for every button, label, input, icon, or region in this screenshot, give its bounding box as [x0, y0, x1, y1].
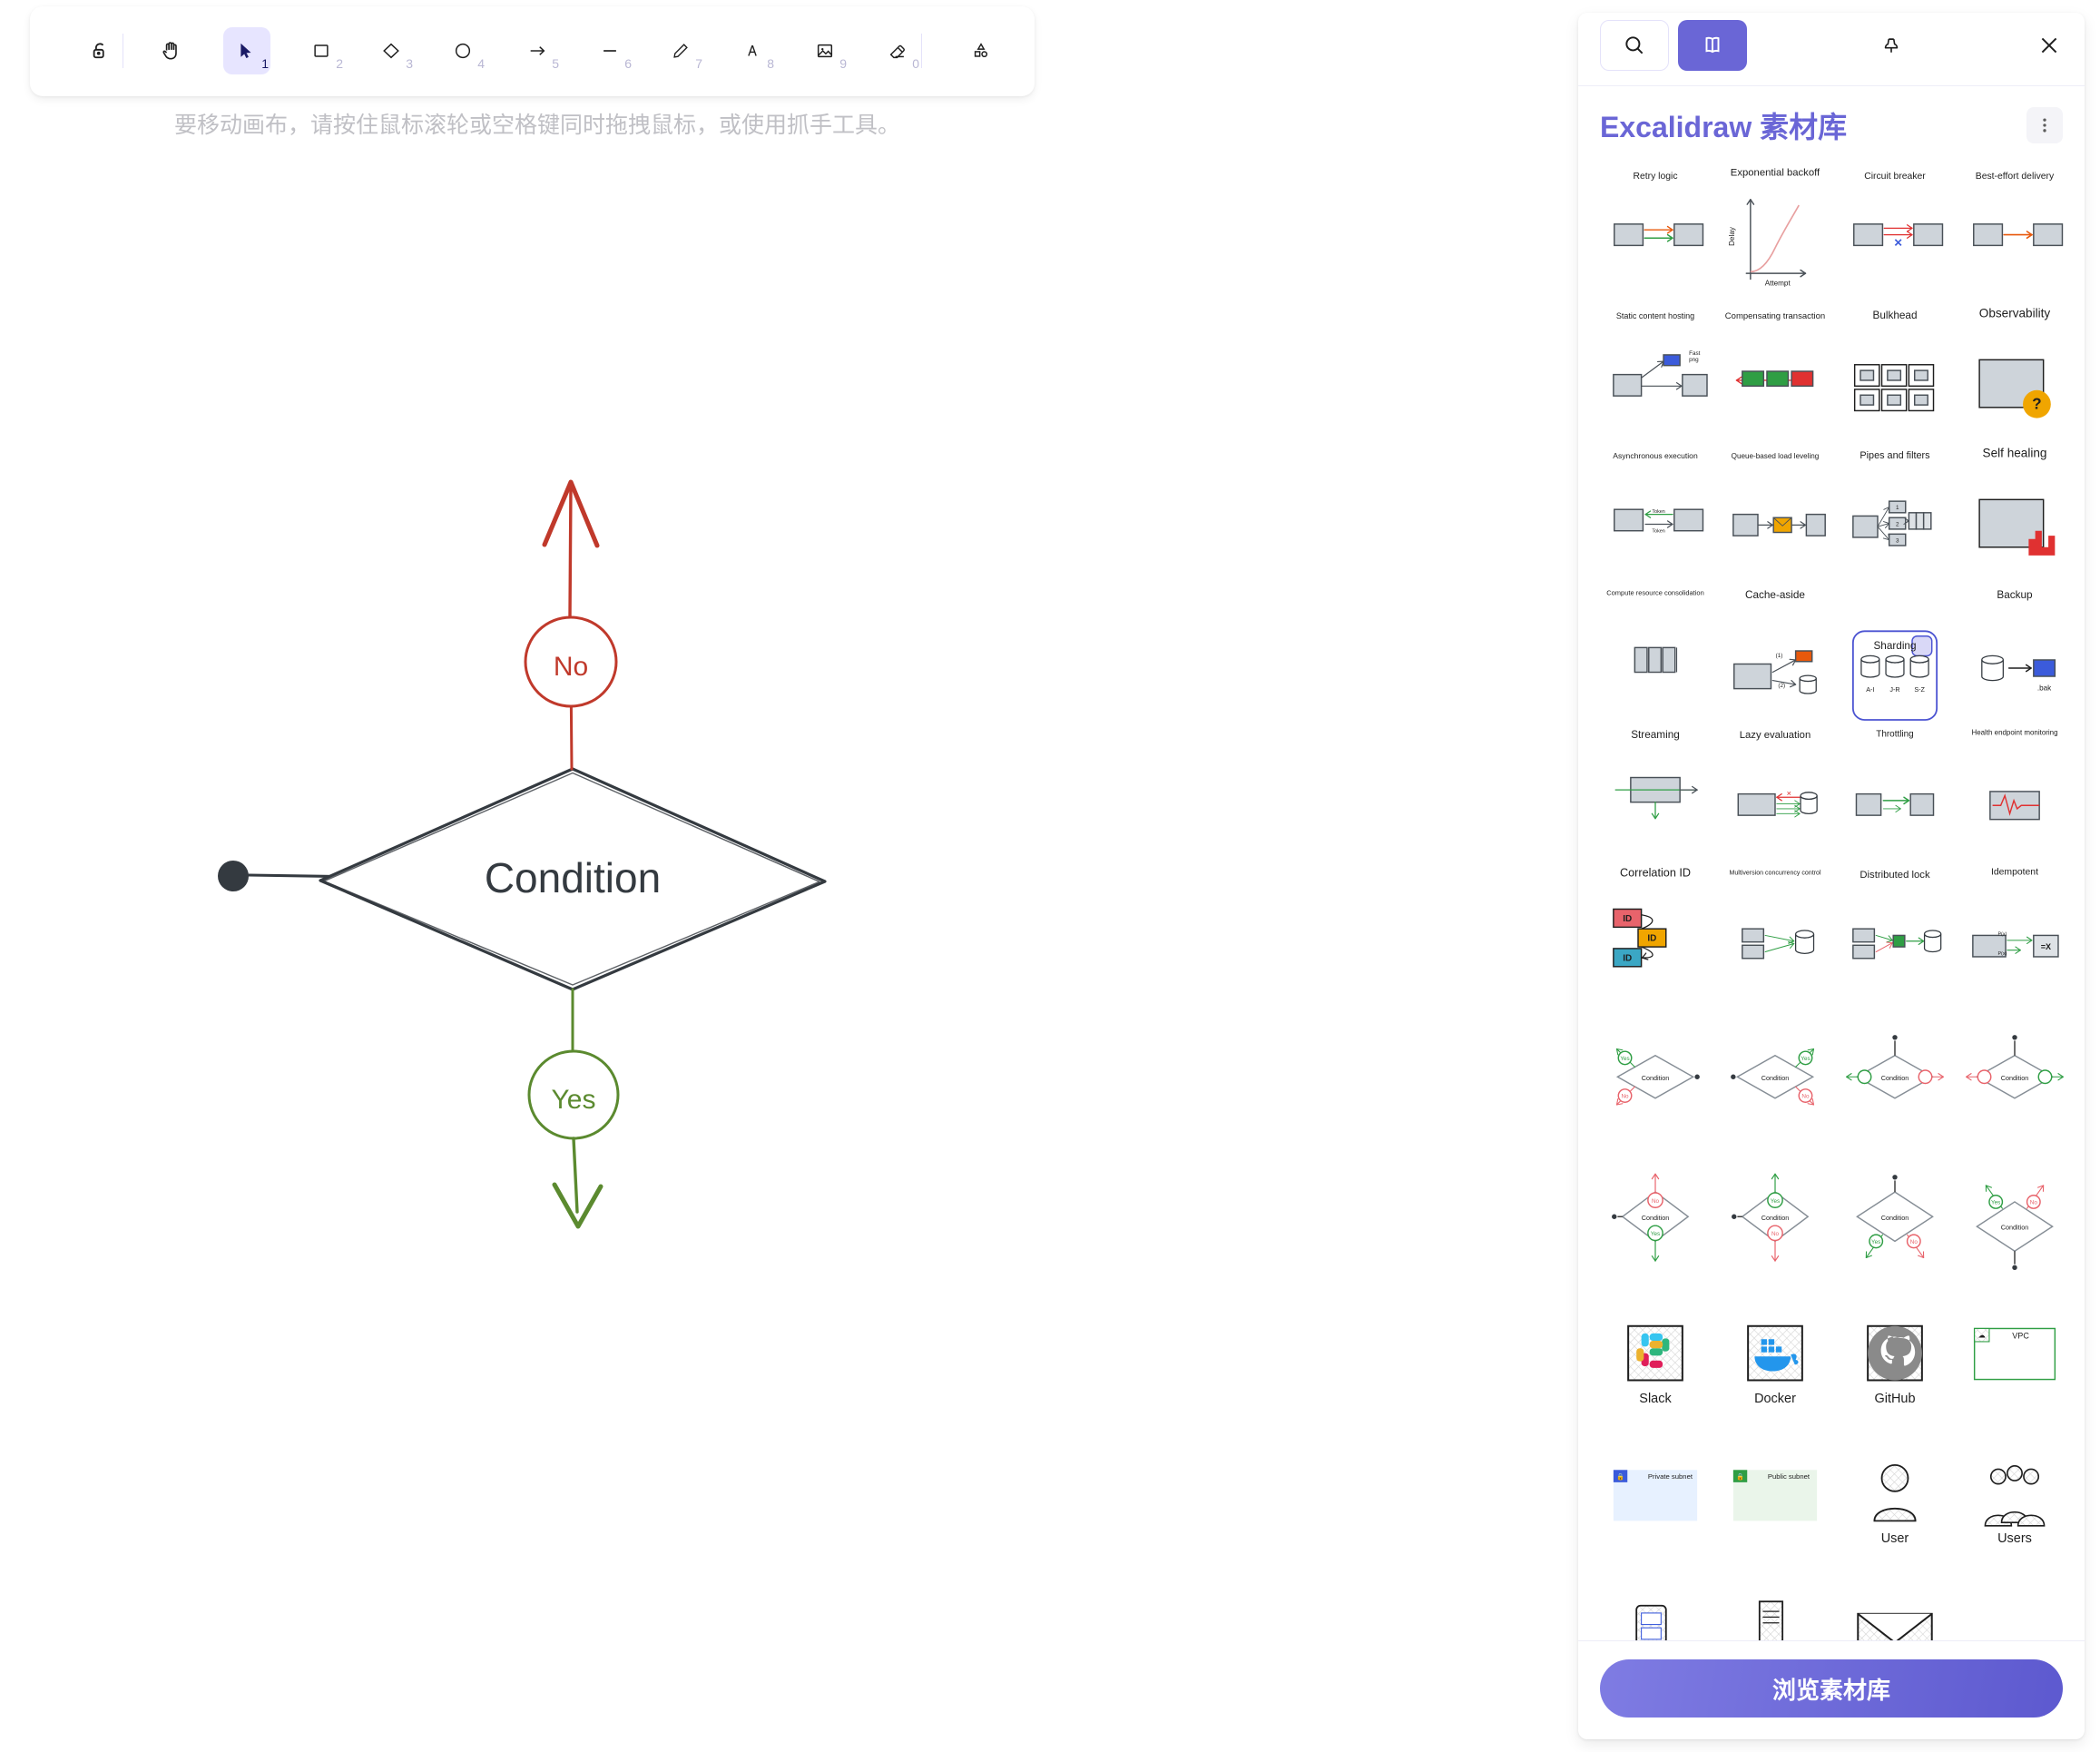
svg-text:Token: Token	[1652, 509, 1664, 515]
svg-text:Docker: Docker	[1754, 1392, 1796, 1406]
svg-text:☁: ☁	[1978, 1331, 1986, 1339]
svg-text:ID: ID	[1623, 953, 1632, 963]
svg-text:🔒: 🔒	[1736, 1472, 1744, 1481]
svg-text:Yes: Yes	[1991, 1200, 2000, 1206]
svg-text:Delay: Delay	[1728, 226, 1736, 246]
svg-text:Queue-based load leveling: Queue-based load leveling	[1732, 452, 1820, 460]
svg-text:Yes: Yes	[1801, 1056, 1810, 1062]
svg-text:Yes: Yes	[1651, 1231, 1660, 1237]
svg-text:=X: =X	[2041, 942, 2051, 951]
svg-text:Self healing: Self healing	[1983, 446, 2047, 459]
svg-text:Bulkhead: Bulkhead	[1873, 310, 1918, 321]
svg-text:No: No	[2030, 1200, 2038, 1206]
svg-text:✕: ✕	[1786, 789, 1791, 797]
svg-text:Fast: Fast	[1689, 350, 1701, 357]
svg-text:Condition: Condition	[1642, 1214, 1670, 1222]
svg-text:Lazy evaluation: Lazy evaluation	[1740, 730, 1811, 741]
svg-text:Compute resource consolidation: Compute resource consolidation	[1606, 588, 1704, 596]
svg-text:S-Z: S-Z	[1914, 685, 1925, 694]
svg-text:Condition: Condition	[1761, 1074, 1790, 1082]
svg-text:Observability: Observability	[1979, 306, 2051, 320]
svg-text:VPC: VPC	[2012, 1331, 2029, 1340]
svg-text:?: ?	[2032, 395, 2042, 413]
svg-text:Condition: Condition	[1761, 1214, 1790, 1222]
svg-text:Cache-aside: Cache-aside	[1745, 589, 1805, 601]
svg-text:Condition: Condition	[1881, 1214, 1909, 1222]
svg-text:No: No	[1621, 1094, 1629, 1100]
svg-text:No: No	[1652, 1198, 1660, 1205]
svg-text:Distributed lock: Distributed lock	[1860, 870, 1930, 881]
svg-text:🔒: 🔒	[1616, 1472, 1624, 1481]
svg-text:Yes: Yes	[552, 1085, 596, 1115]
svg-text:Condition: Condition	[1881, 1074, 1909, 1082]
svg-text:User: User	[1881, 1531, 1909, 1546]
svg-text:Streaming: Streaming	[1631, 729, 1680, 741]
svg-text:Condition: Condition	[2001, 1224, 2029, 1232]
svg-text:No: No	[1801, 1094, 1810, 1100]
svg-text:Slack: Slack	[1639, 1392, 1672, 1406]
svg-text:Exponential backoff: Exponential backoff	[1731, 167, 1820, 178]
svg-text:Condition: Condition	[485, 854, 661, 901]
svg-text:ID: ID	[1623, 914, 1632, 924]
svg-text:Condition: Condition	[2001, 1074, 2029, 1082]
svg-text:2: 2	[1896, 521, 1899, 527]
svg-text:Pipes and filters: Pipes and filters	[1860, 450, 1930, 461]
svg-text:A-I: A-I	[1866, 685, 1874, 694]
svg-text:No: No	[1910, 1239, 1918, 1245]
svg-text:GitHub: GitHub	[1874, 1392, 1915, 1406]
svg-text:Multiversion concurrency contr: Multiversion concurrency control	[1729, 870, 1820, 876]
svg-text:3: 3	[1896, 537, 1899, 544]
svg-text:Best-effort delivery: Best-effort delivery	[1976, 172, 2055, 182]
svg-text:Attempt: Attempt	[1765, 280, 1791, 288]
svg-text:png: png	[1689, 357, 1699, 363]
svg-text:Compensating transaction: Compensating transaction	[1725, 311, 1825, 321]
svg-text:P(x): P(x)	[1997, 931, 2007, 937]
svg-text:✕: ✕	[1894, 237, 1903, 249]
svg-text:Token: Token	[1652, 529, 1664, 535]
svg-text:Backup: Backup	[1997, 589, 2033, 601]
svg-text:ID: ID	[1647, 934, 1656, 944]
svg-text:Correlation ID: Correlation ID	[1620, 866, 1691, 879]
svg-text:1: 1	[1896, 505, 1899, 511]
svg-text:Private subnet: Private subnet	[1648, 1472, 1693, 1481]
svg-text:Condition: Condition	[1642, 1074, 1670, 1082]
svg-text:P(x): P(x)	[1997, 951, 2007, 957]
svg-text:Public subnet: Public subnet	[1768, 1472, 1811, 1481]
svg-text:Health endpoint monitoring: Health endpoint monitoring	[1971, 728, 2057, 736]
svg-text:No: No	[1771, 1231, 1780, 1237]
svg-text:No: No	[554, 652, 588, 682]
svg-text:Yes: Yes	[1620, 1056, 1629, 1062]
svg-text:Yes: Yes	[1771, 1198, 1780, 1205]
svg-text:(1): (1)	[1776, 653, 1783, 659]
svg-text:Throttling: Throttling	[1876, 729, 1913, 739]
svg-text:Circuit breaker: Circuit breaker	[1864, 172, 1926, 182]
svg-text:J-R: J-R	[1889, 685, 1899, 694]
svg-text:Sharding: Sharding	[1873, 640, 1916, 652]
svg-text:(2): (2)	[1778, 683, 1785, 689]
svg-text:Static content hosting: Static content hosting	[1616, 311, 1694, 320]
svg-text:Yes: Yes	[1871, 1239, 1880, 1245]
svg-text:Users: Users	[1997, 1531, 2032, 1546]
svg-text:Asynchronous execution: Asynchronous execution	[1613, 451, 1698, 460]
svg-text:.bak: .bak	[2037, 684, 2052, 692]
svg-text:Idempotent: Idempotent	[1991, 867, 2038, 877]
svg-text:Retry logic: Retry logic	[1633, 172, 1677, 182]
